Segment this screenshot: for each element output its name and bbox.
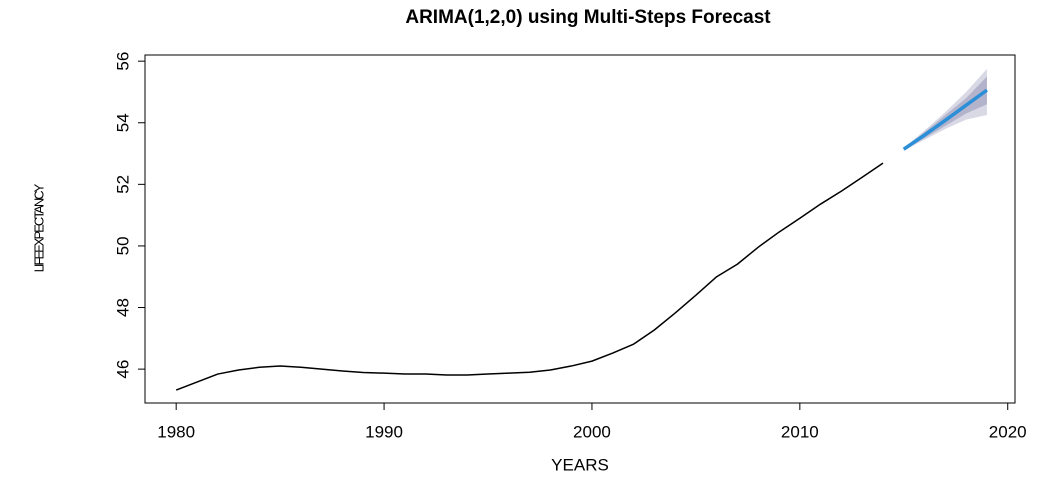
y-tick-label: 50 bbox=[113, 236, 132, 255]
x-tick-label: 2010 bbox=[781, 422, 819, 441]
x-tick-label: 1980 bbox=[157, 422, 195, 441]
y-tick-label: 46 bbox=[113, 360, 132, 379]
y-tick-label: 56 bbox=[113, 52, 132, 71]
plot-box bbox=[144, 54, 1016, 404]
series-line bbox=[175, 162, 884, 391]
y-tick-label: 52 bbox=[113, 175, 132, 194]
x-tick-label: 1990 bbox=[365, 422, 403, 441]
x-axis-label: YEARS bbox=[551, 455, 609, 474]
y-axis-label: LIFEEXPECTANCY bbox=[31, 183, 46, 272]
y-tick-label: 48 bbox=[113, 298, 132, 317]
x-tick-label: 2020 bbox=[989, 422, 1027, 441]
y-tick-label: 54 bbox=[113, 113, 132, 132]
x-tick-label: 2000 bbox=[573, 422, 611, 441]
chart-title: ARIMA(1,2,0) using Multi-Steps Forecast bbox=[405, 7, 771, 28]
series-line bbox=[902, 88, 988, 151]
